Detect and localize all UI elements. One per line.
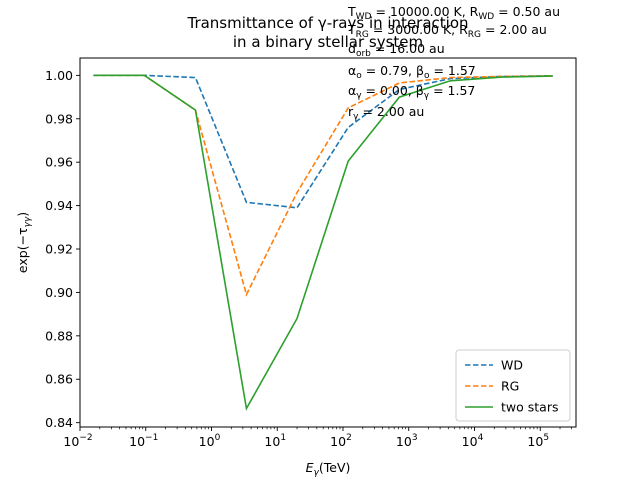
annotation-line: αo = 0.79, βo = 1.57 xyxy=(348,63,476,81)
chart-title-line: Transmittance of γ-rays in interaction xyxy=(186,14,468,32)
annotation-subscript: WD xyxy=(356,12,372,22)
axis-labels: Eγ(TeV) exp(−τγγ) xyxy=(15,212,350,478)
legend-entry-label: WD xyxy=(501,358,523,373)
legend-box xyxy=(455,349,571,422)
chart-title: Transmittance of γ-rays in interactionin… xyxy=(186,14,468,51)
x-tick-label: 105 xyxy=(527,433,549,449)
y-axis-label-rest: ) xyxy=(15,212,30,217)
legend-entry-label: RG xyxy=(501,379,519,394)
x-tick-base: 10 xyxy=(129,434,145,449)
y-tick-label: 0.96 xyxy=(45,155,73,170)
annotation-subscript: γ xyxy=(353,112,359,122)
x-tick-label: 10−2 xyxy=(63,433,92,449)
annotation-text: = 2.00 au xyxy=(481,22,547,37)
y-tick-label: 0.86 xyxy=(45,372,73,387)
y-tick-label: 0.94 xyxy=(45,198,73,213)
x-tick-label: 100 xyxy=(199,433,221,449)
y-axis-label-group: exp(−τγγ) xyxy=(15,212,33,273)
x-tick-base: 10 xyxy=(264,434,280,449)
x-tick-base: 10 xyxy=(63,434,79,449)
y-tick-label: 0.92 xyxy=(45,242,73,257)
x-tick-label: 104 xyxy=(462,433,484,449)
annotation-text: = 0.50 au xyxy=(494,4,560,19)
x-axis-label-rest: (TeV) xyxy=(319,460,351,475)
x-tick-base: 10 xyxy=(527,434,543,449)
annotation-line: rγ = 2.00 au xyxy=(348,104,424,122)
annotation-text: α xyxy=(348,83,356,98)
y-axis-label: exp(−τγγ) xyxy=(15,212,33,273)
x-tick-base: 10 xyxy=(396,434,412,449)
annotation-subscript: RG xyxy=(468,30,481,40)
annotation-text: d xyxy=(348,41,356,56)
series-line-two-stars xyxy=(93,74,553,411)
x-tick-exponent: 4 xyxy=(478,433,484,443)
x-tick-exponent: 1 xyxy=(280,433,286,443)
y-axis-label-base: exp(−τ xyxy=(15,227,30,273)
axes-frame xyxy=(79,57,577,428)
x-axis-label-sub: γ xyxy=(314,468,320,478)
annotation-subscript: γ xyxy=(356,91,362,101)
y-axis-label-sub: γγ xyxy=(23,216,33,227)
annotation-subscript: WD xyxy=(478,12,494,22)
annotation-subscript: RG xyxy=(356,30,369,40)
x-axis-label-base: E xyxy=(306,460,314,475)
x-tick-label: 103 xyxy=(396,433,418,449)
annotation-text: T xyxy=(347,4,356,19)
legend-entry-label: two stars xyxy=(501,400,558,415)
annotation-text: = 1.57 xyxy=(429,63,475,78)
x-tick-exponent: −2 xyxy=(79,433,92,443)
y-axis-ticks: 0.84 0.86 0.88 0.90 0.92 0.94 0.96 0.98 1.00 xyxy=(45,68,80,430)
annotation-text: = 3000.00 K, R xyxy=(369,22,468,37)
x-tick-exponent: −1 xyxy=(145,433,158,443)
y-tick-label: 0.98 xyxy=(45,111,73,126)
x-tick-base: 10 xyxy=(462,434,478,449)
annotation-line: TRG = 3000.00 K, RRG = 2.00 au xyxy=(347,22,547,40)
legend: WD RG two stars xyxy=(455,349,571,422)
annotation-line: αγ = 0.00, βγ = 1.57 xyxy=(348,83,475,101)
annotation-line: dorb = 16.00 au xyxy=(348,41,445,59)
annotation-subscript: γ xyxy=(424,91,430,101)
y-tick-label: 0.88 xyxy=(45,328,73,343)
annotation-text: r xyxy=(348,104,354,119)
x-tick-base: 10 xyxy=(330,434,346,449)
x-tick-exponent: 3 xyxy=(412,433,418,443)
x-tick-label: 101 xyxy=(264,433,286,449)
x-axis-label: Eγ(TeV) xyxy=(306,460,351,478)
series-layer xyxy=(93,74,553,411)
annotation-subscript: o xyxy=(424,71,430,81)
annotation-text: = 10000.00 K, R xyxy=(371,4,478,19)
x-tick-exponent: 5 xyxy=(543,433,549,443)
annotation-text: = 16.00 au xyxy=(371,41,445,56)
x-tick-exponent: 2 xyxy=(346,433,352,443)
x-axis-ticks: 10−2 10−1 100 101 102 103 104 105 xyxy=(63,427,572,449)
annotation-text: = 2.00 au xyxy=(358,104,424,119)
x-tick-label: 10−1 xyxy=(129,433,158,449)
annotation-text: = 0.00, β xyxy=(362,83,424,98)
y-tick-label: 0.90 xyxy=(45,285,73,300)
x-tick-exponent: 0 xyxy=(215,433,221,443)
annotation-text: = 0.79, β xyxy=(362,63,424,78)
annotation-line: TWD = 10000.00 K, RWD = 0.50 au xyxy=(347,4,560,22)
y-tick-label: 0.84 xyxy=(45,415,73,430)
annotation-text: α xyxy=(348,63,356,78)
x-tick-label: 102 xyxy=(330,433,352,449)
annotation-subscript: orb xyxy=(356,49,371,59)
x-tick-base: 10 xyxy=(199,434,215,449)
chart-title-line: in a binary stellar system xyxy=(233,33,423,51)
y-tick-label: 1.00 xyxy=(45,68,73,83)
annotation-subscript: o xyxy=(356,71,362,81)
annotation-text: = 1.57 xyxy=(429,83,475,98)
annotation-text: T xyxy=(347,22,356,37)
